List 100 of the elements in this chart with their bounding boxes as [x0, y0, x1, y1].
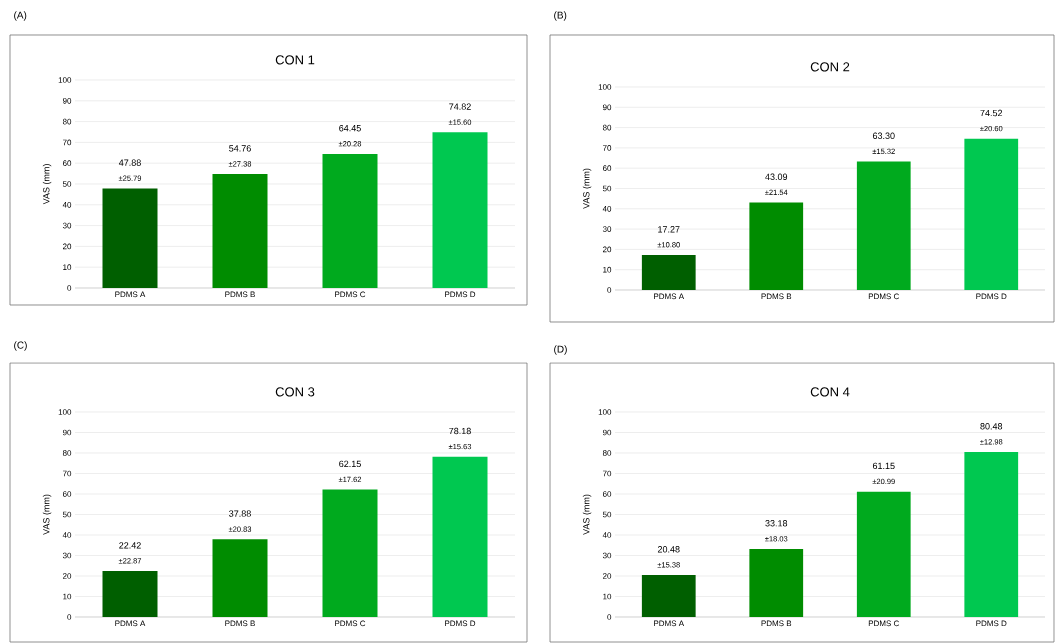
- x-tick-label: PDMS D: [445, 291, 476, 298]
- bar: [102, 571, 158, 617]
- data-label: 43.09: [765, 173, 788, 180]
- bar: [749, 202, 804, 290]
- x-tick-label: PDMS A: [654, 620, 685, 627]
- chart-title: CON 2: [810, 62, 850, 72]
- bar: [212, 539, 268, 617]
- y-tick-label: 50: [62, 181, 72, 187]
- data-label: 63.30: [872, 132, 895, 139]
- x-tick-label: PDMS A: [654, 293, 685, 300]
- data-label: 17.27: [658, 226, 680, 233]
- x-tick-label: PDMS A: [115, 291, 146, 298]
- y-tick-label: 10: [63, 593, 72, 600]
- y-tick-label: 90: [62, 429, 72, 436]
- data-label: 64.45: [339, 125, 361, 132]
- y-tick-label: 100: [58, 409, 72, 415]
- data-label: 74.52: [980, 109, 1003, 117]
- x-tick-label: PDMS C: [868, 620, 899, 627]
- x-tick-label: PDMS B: [761, 620, 792, 627]
- y-tick-label: 60: [62, 160, 72, 167]
- y-tick-label: 20: [602, 573, 612, 579]
- y-tick-label: 0: [607, 614, 612, 620]
- bar: [856, 491, 911, 617]
- text: (C): [14, 341, 27, 351]
- y-tick-label: 100: [58, 77, 72, 83]
- data-label: 54.76: [229, 145, 251, 152]
- y-axis-title: VAS (mm): [582, 494, 592, 535]
- y-tick-label: 100: [598, 409, 612, 415]
- y-tick-label: 40: [62, 532, 72, 538]
- x-tick-label: PDMS A: [115, 620, 146, 627]
- x-tick-label: PDMS B: [225, 620, 255, 627]
- text: (D): [554, 345, 567, 355]
- y-tick-label: 80: [62, 450, 72, 456]
- x-tick-label: PDMS B: [761, 293, 792, 300]
- y-tick-label: 70: [602, 145, 612, 151]
- x-tick-label: PDMS D: [976, 293, 1007, 300]
- bar: [964, 452, 1019, 617]
- y-tick-label: 40: [602, 205, 612, 212]
- chart-title: CON 1: [275, 55, 315, 65]
- y-tick-label: 20: [62, 573, 72, 579]
- x-tick-label: PDMS C: [868, 293, 899, 300]
- y-tick-label: 40: [602, 532, 612, 538]
- data-label: 62.15: [339, 460, 361, 468]
- data-label: 20.48: [657, 546, 680, 553]
- y-tick-label: 10: [603, 266, 612, 273]
- y-tick-label: 30: [602, 552, 612, 559]
- chart-title: CON 4: [810, 387, 850, 397]
- bar: [964, 138, 1019, 290]
- y-tick-label: 10: [603, 593, 612, 600]
- y-axis-title: VAS (mm): [582, 168, 592, 209]
- data-label: 22.42: [119, 542, 141, 549]
- y-tick-label: 50: [62, 511, 72, 518]
- data-label: 47.88: [118, 159, 141, 166]
- y-tick-label: 0: [67, 285, 72, 291]
- data-label: 33.18: [765, 520, 788, 527]
- y-tick-label: 20: [602, 246, 612, 253]
- y-tick-label: 50: [602, 185, 612, 192]
- bar: [749, 548, 804, 617]
- text: (A): [14, 11, 27, 21]
- y-tick-label: 60: [602, 491, 612, 497]
- y-tick-label: 50: [602, 511, 612, 518]
- y-tick-label: 40: [62, 201, 72, 208]
- bar: [641, 575, 696, 617]
- y-axis-title: VAS (mm): [42, 164, 52, 205]
- data-label: 61.15: [872, 462, 895, 470]
- bar: [641, 254, 696, 290]
- y-tick-label: 30: [62, 552, 72, 559]
- y-tick-label: 60: [602, 165, 612, 172]
- bar: [102, 188, 158, 288]
- y-tick-label: 60: [62, 491, 72, 497]
- x-tick-label: PDMS C: [335, 291, 366, 298]
- bar: [322, 153, 378, 288]
- data-label: 80.48: [980, 423, 1003, 430]
- x-tick-label: PDMS D: [445, 620, 476, 627]
- data-label: 37.88: [229, 510, 251, 517]
- y-tick-label: 100: [598, 84, 612, 90]
- y-tick-label: 70: [62, 139, 72, 146]
- y-tick-label: 0: [67, 614, 72, 620]
- y-tick-label: 80: [62, 118, 72, 125]
- chart-title: CON 3: [275, 387, 315, 397]
- bar: [856, 161, 911, 290]
- x-tick-label: PDMS C: [335, 620, 366, 627]
- bar: [322, 489, 378, 617]
- bar: [432, 132, 488, 288]
- y-tick-label: 70: [602, 470, 612, 477]
- bar: [432, 456, 488, 617]
- data-label: 74.82: [449, 103, 471, 110]
- y-tick-label: 80: [602, 124, 612, 131]
- text: (B): [554, 11, 567, 21]
- y-tick-label: 30: [602, 226, 612, 232]
- y-tick-label: 20: [62, 243, 72, 250]
- y-tick-label: 0: [607, 287, 612, 293]
- y-tick-label: 90: [602, 104, 612, 111]
- x-tick-label: PDMS D: [976, 620, 1007, 627]
- y-tick-label: 90: [602, 429, 612, 436]
- data-label: 78.18: [449, 427, 471, 435]
- bar: [212, 174, 268, 288]
- y-tick-label: 90: [62, 97, 72, 104]
- y-tick-label: 80: [602, 450, 612, 456]
- y-tick-label: 30: [62, 222, 72, 229]
